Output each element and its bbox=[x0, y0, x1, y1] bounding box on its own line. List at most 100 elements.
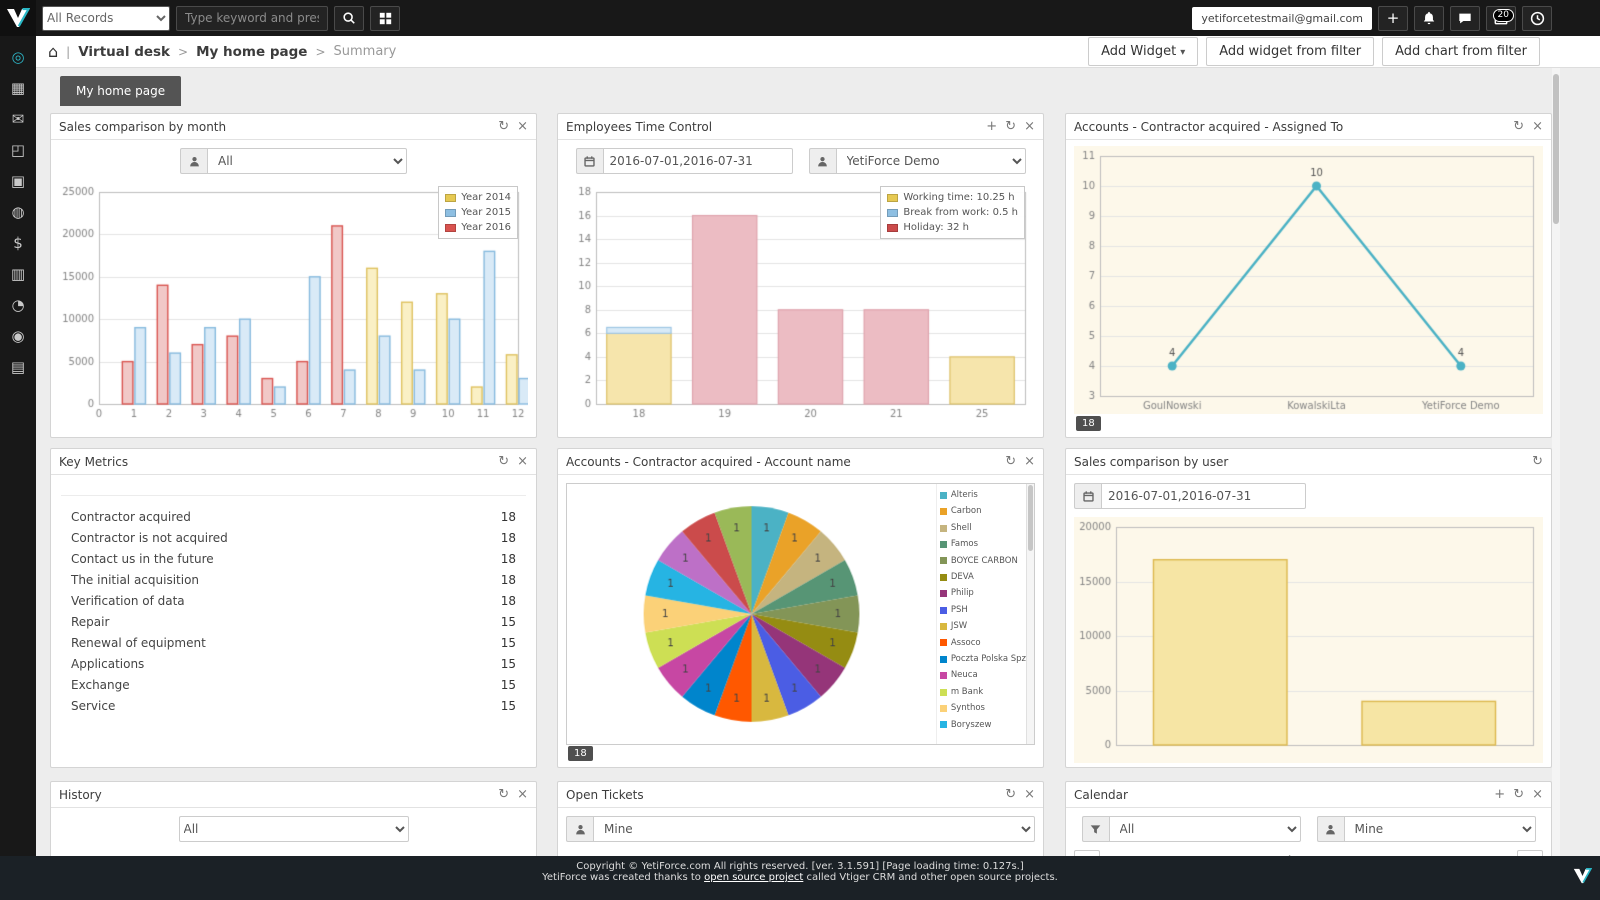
add-widget-dropdown[interactable]: Add Widget ▾ bbox=[1088, 37, 1199, 66]
time-tracking-button[interactable] bbox=[1522, 5, 1552, 31]
legend-item: Shell bbox=[937, 520, 1024, 536]
close-icon[interactable]: × bbox=[1532, 787, 1543, 802]
breadcrumb-virtual-desk[interactable]: Virtual desk bbox=[78, 43, 171, 60]
refresh-icon[interactable]: ↻ bbox=[498, 787, 510, 802]
metric-row[interactable]: Service 15 bbox=[61, 695, 526, 716]
calendar-nav: ‹ July 2016 › bbox=[1074, 850, 1543, 856]
metric-row[interactable]: Contractor is not acquired 18 bbox=[61, 527, 526, 548]
legend-scrollbar[interactable] bbox=[1026, 484, 1034, 744]
projects-icon[interactable]: ▣ bbox=[10, 171, 26, 190]
tickets-owner-select[interactable]: Mine bbox=[593, 816, 1035, 842]
companies-icon[interactable]: ▦ bbox=[10, 78, 26, 97]
metric-row[interactable]: Contact us in the future 18 bbox=[61, 548, 526, 569]
close-icon[interactable]: × bbox=[517, 787, 528, 802]
widget-body: Mine bbox=[558, 808, 1043, 856]
reminders-button[interactable]: 20 bbox=[1486, 5, 1516, 31]
page-scrollbar-thumb[interactable] bbox=[1553, 74, 1559, 224]
open-source-project-link[interactable]: open source project bbox=[704, 872, 804, 883]
refresh-icon[interactable]: ↻ bbox=[1005, 119, 1017, 134]
users-icon[interactable]: ◉ bbox=[11, 326, 25, 345]
apps-grid-button[interactable] bbox=[370, 5, 400, 31]
app-logo[interactable] bbox=[0, 0, 36, 36]
legend-swatch bbox=[445, 223, 457, 232]
legend-item: Year 2014 bbox=[445, 190, 511, 205]
close-icon[interactable]: × bbox=[1024, 787, 1035, 802]
campaigns-icon[interactable]: ✉ bbox=[11, 109, 25, 128]
owner-filter-select[interactable]: All bbox=[207, 148, 407, 174]
reports-icon[interactable]: ▥ bbox=[10, 264, 26, 283]
metric-label: Applications bbox=[71, 656, 145, 671]
breadcrumb-separator: > bbox=[178, 44, 189, 59]
metric-row[interactable]: The initial acquisition 18 bbox=[61, 569, 526, 590]
legend-item: PSH bbox=[937, 602, 1024, 618]
date-range-input[interactable] bbox=[1101, 483, 1306, 509]
calendar-owner-select[interactable]: Mine bbox=[1343, 816, 1536, 842]
add-widget-from-filter-button[interactable]: Add widget from filter bbox=[1206, 37, 1375, 66]
refresh-icon[interactable]: ↻ bbox=[1513, 787, 1525, 802]
owner-filter-select[interactable]: YetiForce Demo bbox=[835, 148, 1026, 174]
metric-row[interactable]: Verification of data 18 bbox=[61, 590, 526, 611]
legend-swatch bbox=[939, 688, 947, 696]
next-month-button[interactable]: › bbox=[1517, 850, 1543, 856]
user-email[interactable]: yetiforcetestmail@gmail.com bbox=[1192, 6, 1372, 30]
legend-label: Alteris bbox=[950, 490, 978, 500]
home-icon[interactable]: ⌂ bbox=[48, 41, 59, 61]
legend-label: BOYCE CARBON bbox=[950, 555, 1018, 566]
prev-month-button[interactable]: ‹ bbox=[1074, 850, 1100, 856]
legend-label: m Bank bbox=[950, 686, 984, 697]
search-input[interactable] bbox=[176, 5, 328, 31]
contacts-icon[interactable]: ◔ bbox=[11, 295, 25, 314]
metric-row[interactable]: Contractor acquired 18 bbox=[61, 506, 526, 527]
legend-swatch bbox=[939, 508, 947, 516]
sales-by-user-chart bbox=[1074, 517, 1543, 763]
refresh-icon[interactable]: ↻ bbox=[498, 454, 510, 469]
add-icon[interactable]: + bbox=[1494, 787, 1506, 802]
add-icon[interactable]: + bbox=[986, 119, 998, 134]
close-icon[interactable]: × bbox=[1024, 454, 1035, 469]
close-icon[interactable]: × bbox=[517, 454, 528, 469]
metric-value: 15 bbox=[500, 698, 516, 713]
close-icon[interactable]: × bbox=[517, 119, 528, 134]
records-scope-select[interactable]: All Records bbox=[42, 5, 170, 31]
refresh-icon[interactable]: ↻ bbox=[1005, 454, 1017, 469]
refresh-icon[interactable]: ↻ bbox=[1532, 454, 1543, 469]
notifications-button[interactable] bbox=[1414, 5, 1444, 31]
widget-sales-comparison-by-user: Sales comparison by user ↻ bbox=[1065, 448, 1552, 768]
dashboard-icon[interactable]: ◎ bbox=[11, 47, 25, 66]
calendar-type-select[interactable]: All bbox=[1108, 816, 1301, 842]
close-icon[interactable]: × bbox=[1532, 119, 1543, 134]
metric-row[interactable]: Exchange 15 bbox=[61, 674, 526, 695]
breadcrumb-my-home-page[interactable]: My home page bbox=[196, 43, 308, 60]
widget-filter-row: All bbox=[59, 148, 528, 174]
refresh-icon[interactable]: ↻ bbox=[498, 119, 510, 134]
page-scrollbar[interactable] bbox=[1552, 68, 1560, 856]
legend-item: Poczta Polska Spzoo bbox=[937, 651, 1034, 667]
search-button[interactable] bbox=[334, 5, 364, 31]
legend-label: Year 2015 bbox=[461, 207, 511, 218]
metric-value: 18 bbox=[500, 593, 516, 608]
metric-row[interactable]: Renewal of equipment 15 bbox=[61, 632, 526, 653]
quick-create-button[interactable]: + bbox=[1378, 5, 1408, 31]
products-icon[interactable]: ◰ bbox=[10, 140, 26, 159]
legend-swatch bbox=[939, 639, 947, 647]
refresh-icon[interactable]: ↻ bbox=[1005, 787, 1017, 802]
close-icon[interactable]: × bbox=[1024, 119, 1035, 134]
database-icon[interactable]: ▤ bbox=[10, 357, 26, 376]
metric-row[interactable]: Repair 15 bbox=[61, 611, 526, 632]
metric-row[interactable]: Applications 15 bbox=[61, 653, 526, 674]
history-filter-select[interactable]: All bbox=[178, 816, 409, 842]
chat-button[interactable] bbox=[1450, 5, 1480, 31]
tab-my-home-page[interactable]: My home page bbox=[60, 76, 182, 106]
finance-icon[interactable]: $ bbox=[13, 233, 23, 252]
legend-swatch bbox=[445, 193, 457, 202]
legend-scrollbar-thumb[interactable] bbox=[1028, 485, 1033, 551]
add-chart-from-filter-button[interactable]: Add chart from filter bbox=[1382, 37, 1540, 66]
refresh-icon[interactable]: ↻ bbox=[1513, 119, 1525, 134]
helpdesk-icon[interactable]: ◍ bbox=[11, 202, 25, 221]
widget-title: Accounts - Contractor acquired - Assigne… bbox=[1074, 119, 1344, 134]
widget-body: All YetiForce Demo updated FV 2016/07/15… bbox=[51, 808, 536, 856]
legend-label: Neuca bbox=[950, 670, 978, 681]
widget-employees-time-control: Employees Time Control + ↻ × YetiForce D… bbox=[557, 113, 1044, 438]
reminder-count-badge: 20 bbox=[1492, 8, 1514, 22]
date-range-input[interactable] bbox=[602, 148, 793, 174]
